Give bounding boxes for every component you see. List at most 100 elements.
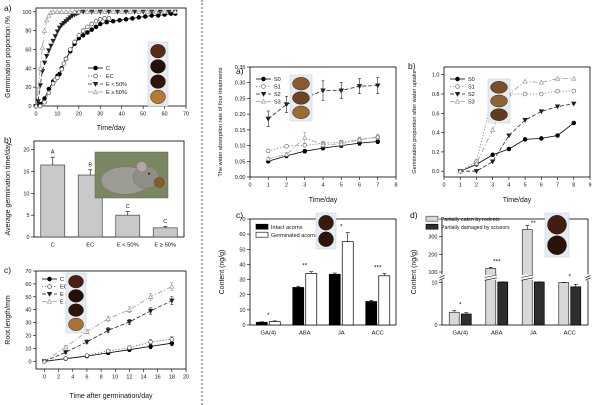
svg-text:20: 20 — [25, 333, 31, 339]
svg-text:60: 60 — [162, 112, 168, 118]
svg-text:100: 100 — [22, 10, 31, 16]
svg-text:0.35: 0.35 — [235, 65, 246, 71]
svg-text:0: 0 — [34, 112, 37, 118]
svg-text:0: 0 — [248, 183, 251, 189]
svg-text:a): a) — [4, 3, 12, 13]
svg-text:0.25: 0.25 — [235, 96, 246, 102]
svg-text:70: 70 — [25, 269, 31, 275]
svg-text:50: 50 — [140, 112, 146, 118]
panel-water-absorption-chart: 0 1 2 3 4 5 6 7 8 0.00 0.05 0.10 0.15 0.20 0.25 0.30 0.3… — [212, 55, 408, 205]
svg-text:Time/day: Time/day — [309, 197, 338, 204]
svg-text:0: 0 — [434, 323, 437, 329]
svg-text:***: *** — [374, 265, 382, 272]
svg-text:Germination proportion after: Germination proportion after water uptak… — [412, 70, 418, 174]
svg-text:2: 2 — [57, 375, 60, 381]
svg-text:10: 10 — [54, 112, 60, 118]
svg-text:20: 20 — [23, 148, 29, 154]
svg-text:2: 2 — [475, 183, 478, 189]
svg-text:20: 20 — [183, 375, 189, 381]
svg-text:Time/day: Time/day — [503, 197, 532, 204]
svg-text:20: 20 — [239, 293, 245, 299]
panel-hormone-content-rodents-scissors-chart: 010100200300400GA(4)*ABA***JA**ACC*Parti… — [406, 205, 598, 355]
svg-text:10: 10 — [23, 191, 29, 197]
svg-text:10: 10 — [431, 281, 437, 287]
svg-text:0: 0 — [242, 323, 245, 329]
svg-text:EC: EC — [86, 243, 94, 249]
svg-text:c): c) — [4, 265, 11, 275]
svg-text:0.00: 0.00 — [235, 175, 246, 181]
svg-text:Germination proportion /%: Germination proportion /% — [5, 16, 12, 98]
svg-text:7: 7 — [376, 183, 379, 189]
svg-text:S2: S2 — [274, 92, 281, 98]
svg-text:E < 50%: E < 50% — [106, 82, 127, 88]
svg-text:***: *** — [493, 258, 501, 265]
svg-text:*: * — [459, 302, 462, 309]
svg-text:S0: S0 — [468, 77, 475, 83]
svg-text:0.6: 0.6 — [432, 111, 440, 117]
svg-text:A: A — [51, 150, 55, 156]
svg-text:Content (ng/g): Content (ng/g) — [219, 250, 226, 295]
svg-text:S0: S0 — [274, 77, 281, 83]
svg-text:0.15: 0.15 — [235, 128, 246, 134]
svg-text:1: 1 — [459, 183, 462, 189]
svg-text:60: 60 — [25, 282, 31, 288]
svg-text:Root length/mm: Root length/mm — [5, 295, 12, 345]
svg-text:6: 6 — [85, 375, 88, 381]
svg-text:30: 30 — [239, 278, 245, 284]
svg-text:ACC: ACC — [564, 331, 576, 337]
svg-text:JA: JA — [338, 331, 345, 337]
svg-text:10: 10 — [25, 346, 31, 352]
svg-text:d): d) — [410, 210, 418, 220]
svg-text:JA: JA — [530, 331, 537, 337]
panel-average-germination-time-chart: 0 5 10 15 20 C A EC B E < 50% C E ≥ 50% C Average ger… — [2, 133, 198, 263]
svg-text:S1: S1 — [468, 85, 475, 91]
svg-text:7: 7 — [556, 183, 559, 189]
svg-text:2: 2 — [285, 183, 288, 189]
svg-text:B: B — [88, 162, 92, 168]
svg-text:70: 70 — [239, 217, 245, 223]
svg-text:80: 80 — [25, 29, 31, 35]
svg-text:60: 60 — [239, 232, 245, 238]
svg-text:Partially damaged by scissors: Partially damaged by scissors — [441, 225, 510, 231]
svg-text:3: 3 — [491, 183, 494, 189]
svg-text:12: 12 — [126, 375, 132, 381]
svg-text:5: 5 — [524, 183, 527, 189]
svg-text:S3: S3 — [274, 100, 281, 106]
svg-text:30: 30 — [25, 321, 31, 327]
svg-text:0: 0 — [28, 359, 31, 365]
svg-text:EC: EC — [106, 74, 114, 80]
svg-text:16: 16 — [155, 375, 161, 381]
svg-text:Germinated acorns: Germinated acorns — [271, 233, 318, 239]
svg-text:0.0: 0.0 — [432, 169, 440, 175]
svg-text:b): b) — [408, 61, 416, 71]
svg-text:50: 50 — [239, 247, 245, 253]
svg-text:ACC: ACC — [372, 331, 384, 337]
svg-text:100: 100 — [428, 270, 437, 276]
svg-text:S1: S1 — [274, 85, 281, 91]
svg-text:14: 14 — [140, 375, 146, 381]
svg-text:Average germination time/day: Average germination time/day — [5, 142, 12, 235]
svg-text:0.4: 0.4 — [432, 131, 440, 137]
svg-text:18: 18 — [169, 375, 175, 381]
svg-text:E ≥ 50%: E ≥ 50% — [106, 90, 127, 96]
svg-text:200: 200 — [428, 252, 437, 258]
svg-text:0.20: 0.20 — [235, 112, 246, 118]
svg-text:0.30: 0.30 — [235, 81, 246, 87]
svg-text:ABA: ABA — [491, 331, 503, 337]
svg-text:40: 40 — [239, 262, 245, 268]
svg-text:0: 0 — [26, 235, 29, 241]
svg-text:S2: S2 — [468, 92, 475, 98]
svg-text:E < 50%: E < 50% — [117, 243, 139, 249]
svg-text:50: 50 — [25, 295, 31, 301]
section-divider-line — [201, 0, 203, 405]
svg-text:*: * — [267, 312, 270, 319]
svg-text:40: 40 — [25, 66, 31, 72]
svg-text:20: 20 — [76, 112, 82, 118]
svg-text:E ≥ 50%: E ≥ 50% — [154, 243, 176, 249]
svg-text:0.2: 0.2 — [432, 150, 440, 156]
svg-text:1: 1 — [267, 183, 270, 189]
svg-text:C: C — [51, 243, 55, 249]
svg-text:**: ** — [302, 263, 308, 270]
panel-germination-proportion-chart: 0 10 20 30 40 50 60 70 0 20 40 60 80 100 C EC E < 50% E ≥… — [2, 2, 198, 133]
